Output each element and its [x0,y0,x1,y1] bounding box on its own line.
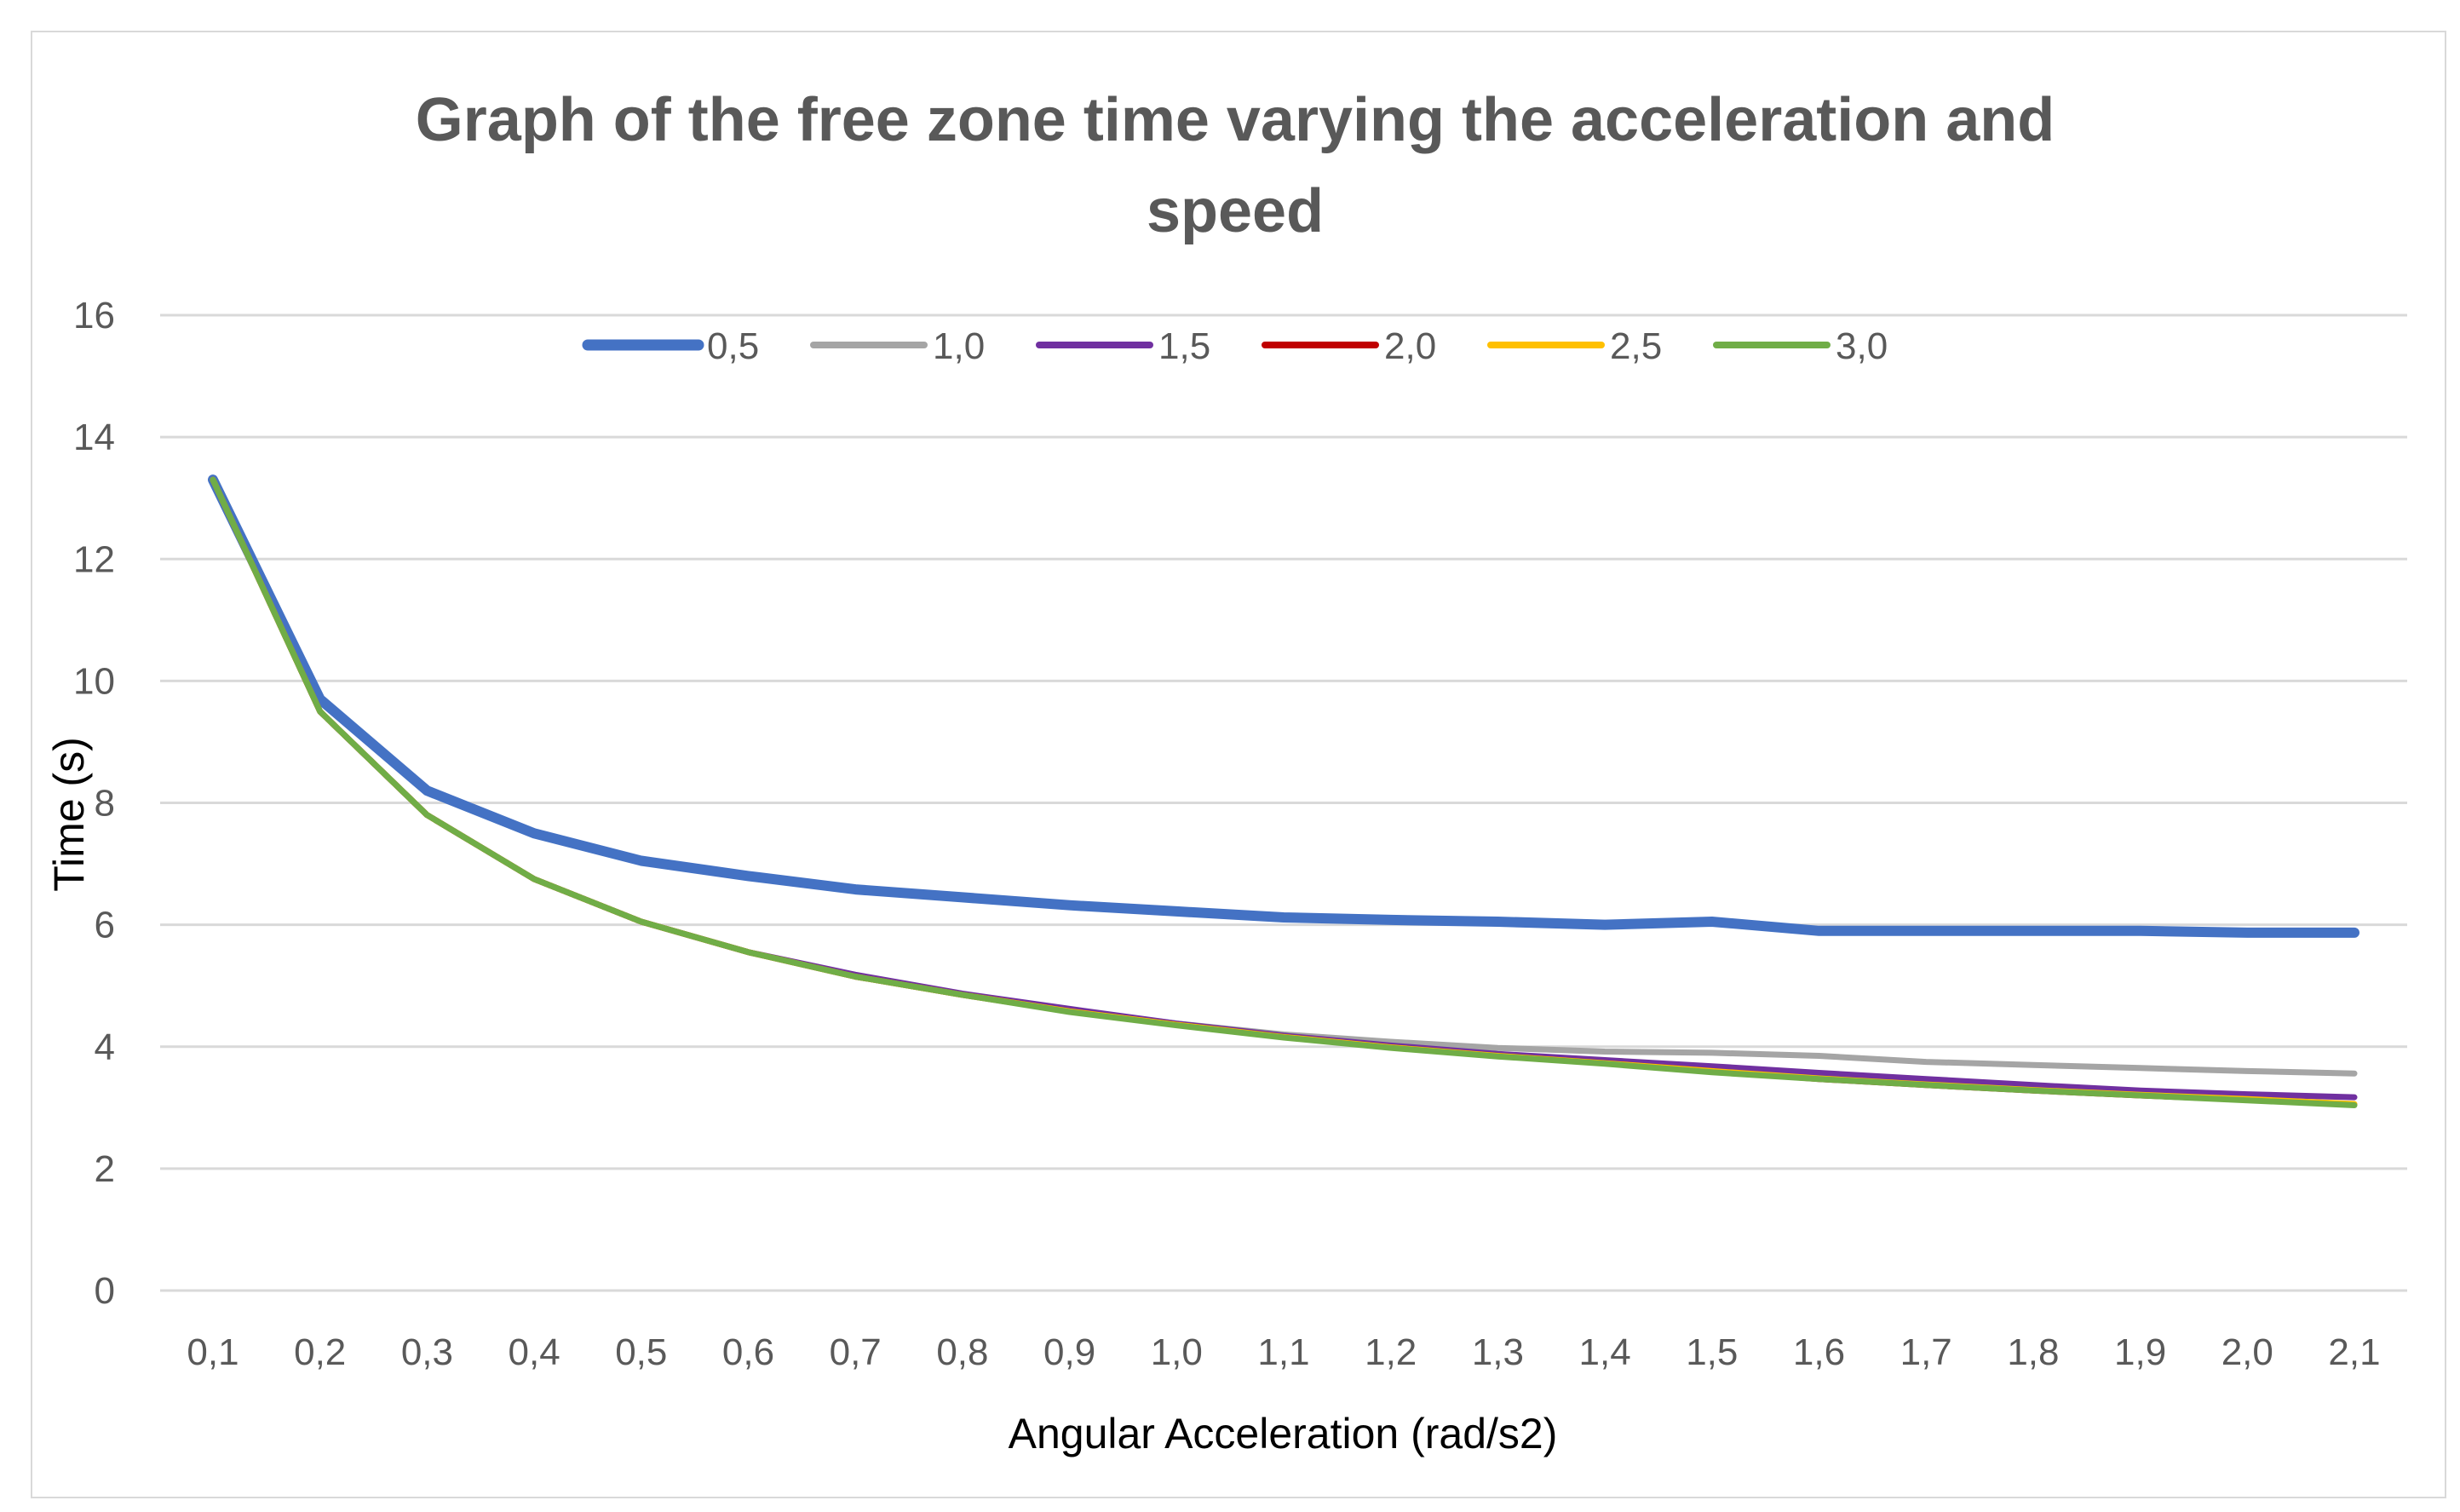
x-tick-label: 1,9 [2114,1331,2166,1373]
legend-label: 1,5 [1158,325,1210,367]
x-tick-label: 2,1 [2328,1331,2380,1373]
x-tick-label: 1,2 [1365,1331,1417,1373]
x-tick-label: 2,0 [2221,1331,2273,1373]
legend-label: 2,0 [1384,325,1436,367]
x-tick-label: 0,6 [722,1331,774,1373]
x-tick-label: 1,6 [1793,1331,1845,1373]
y-tick-label: 10 [73,660,115,702]
x-axis-label: Angular Acceleration (rad/s2) [1009,1410,1558,1457]
series-line [210,476,2358,1108]
series-line [210,476,2358,1108]
x-tick-label: 0,3 [401,1331,453,1373]
chart-title-line-2: speed [1147,177,1324,245]
x-tick-label: 1,0 [1151,1331,1203,1373]
x-tick-label: 1,4 [1579,1331,1631,1373]
legend-label: 0,5 [707,325,759,367]
chart-frame [31,31,2446,1498]
chart-title-line-1: Graph of the free zone time varying the … [416,86,2055,154]
y-tick-label: 6 [95,905,115,946]
series-line [210,476,2358,1077]
legend-label: 3,0 [1836,325,1888,367]
x-tick-label: 1,8 [2007,1331,2059,1373]
series-lines [208,474,2359,1108]
y-tick-label: 2 [95,1148,115,1190]
y-tick-label: 8 [95,783,115,825]
y-tick-label: 4 [95,1026,115,1068]
x-axis-ticks: 0,1 0,2 0,3 0,4 0,5 0,6 0,7 0,8 0,9 1,0 1,1 1,2 1,3 1… [187,1331,2380,1373]
series-line [208,474,2359,938]
x-tick-label: 1,1 [1257,1331,1309,1373]
x-tick-label: 0,4 [509,1331,560,1373]
legend-label: 1,0 [933,325,985,367]
x-tick-label: 0,1 [187,1331,239,1373]
gridlines [160,313,2407,1292]
legend-label: 2,5 [1610,325,1662,367]
y-tick-label: 14 [73,417,115,458]
series-line [210,476,2358,1101]
series-line [210,476,2358,1107]
x-tick-label: 0,8 [936,1331,988,1373]
x-tick-label: 0,2 [294,1331,346,1373]
x-tick-label: 1,7 [1900,1331,1952,1373]
legend: 0,5 1,0 1,5 2,0 2,5 3,0 [582,325,1888,367]
y-axis-ticks: 0 2 4 6 8 10 12 14 16 [73,295,115,1312]
x-tick-label: 1,3 [1472,1331,1524,1373]
x-tick-label: 0,9 [1043,1331,1095,1373]
y-tick-label: 16 [73,295,115,336]
x-tick-label: 0,7 [830,1331,882,1373]
y-tick-label: 12 [73,538,115,580]
y-axis-label: Time (s) [45,737,93,891]
x-tick-label: 0,5 [615,1331,667,1373]
y-tick-label: 0 [95,1270,115,1312]
x-tick-label: 1,5 [1686,1331,1738,1373]
